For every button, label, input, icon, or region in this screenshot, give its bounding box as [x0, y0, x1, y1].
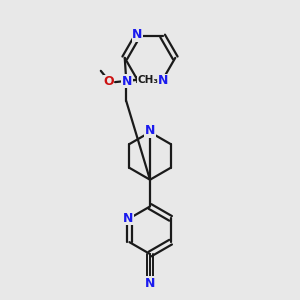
Text: N: N [123, 212, 133, 225]
Text: N: N [145, 124, 155, 137]
Text: CH₃: CH₃ [137, 75, 158, 85]
Text: N: N [122, 74, 132, 88]
Text: N: N [132, 28, 142, 41]
Text: N: N [145, 277, 155, 290]
Text: O: O [103, 75, 114, 88]
Text: N: N [158, 74, 168, 87]
